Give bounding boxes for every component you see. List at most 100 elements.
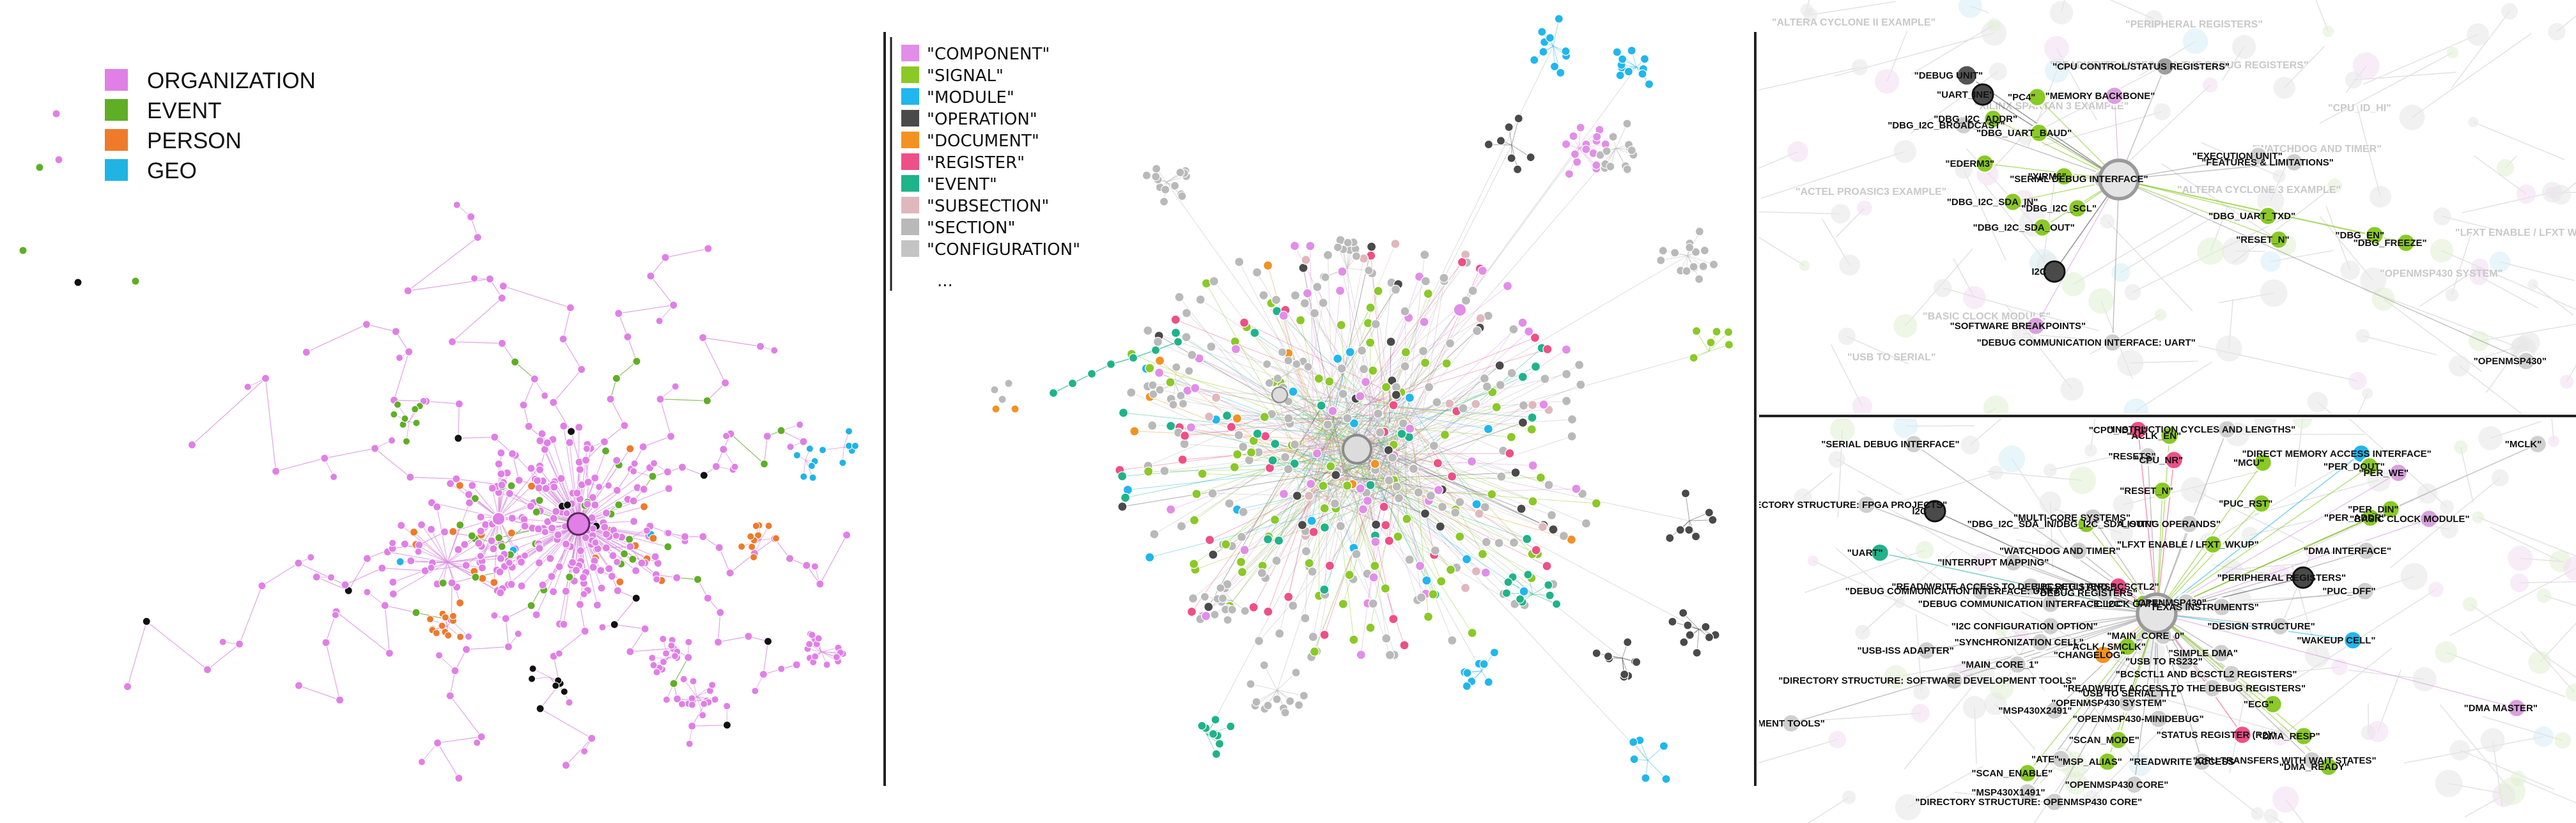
graph-node[interactable] [2192, 751, 2212, 772]
graph-node[interactable] [1284, 356, 1293, 365]
graph-node[interactable] [1200, 592, 1209, 602]
graph-node[interactable] [2506, 698, 2527, 718]
graph-node[interactable] [1564, 169, 1574, 179]
graph-node[interactable] [488, 484, 497, 493]
graph-node[interactable] [2021, 576, 2041, 597]
graph-node[interactable] [650, 459, 658, 468]
graph-node[interactable] [2203, 534, 2223, 555]
graph-node[interactable] [2026, 316, 2046, 336]
graph-node[interactable] [454, 399, 463, 408]
graph-node[interactable] [2043, 260, 2066, 283]
graph-node[interactable] [2212, 597, 2232, 617]
graph-node[interactable] [1280, 708, 1290, 718]
graph-node[interactable] [400, 539, 409, 548]
graph-node[interactable] [1439, 429, 1450, 440]
graph-node[interactable] [2040, 594, 2061, 614]
graph-node[interactable] [1004, 379, 1013, 388]
graph-node[interactable] [600, 437, 609, 446]
graph-node[interactable] [823, 661, 831, 669]
graph-node[interactable] [612, 456, 621, 465]
graph-node[interactable] [1569, 131, 1578, 141]
graph-node[interactable] [1179, 431, 1190, 441]
graph-node[interactable] [1370, 459, 1380, 469]
graph-node[interactable] [294, 558, 303, 567]
graph-node[interactable] [505, 489, 514, 498]
graph-node[interactable] [764, 522, 773, 530]
graph-node[interactable] [1362, 496, 1373, 506]
graph-node[interactable] [1971, 83, 1994, 106]
graph-node[interactable] [2054, 166, 2074, 187]
graph-node[interactable] [2343, 630, 2363, 650]
graph-node[interactable] [612, 532, 620, 540]
graph-node[interactable] [1273, 374, 1282, 383]
graph-node[interactable] [1581, 144, 1591, 154]
graph-node[interactable] [1416, 592, 1427, 603]
graph-node[interactable] [519, 401, 528, 410]
graph-node[interactable] [1627, 146, 1636, 155]
graph-node[interactable] [1455, 532, 1465, 542]
graph-node[interactable] [1271, 295, 1282, 305]
graph-node[interactable] [591, 473, 600, 482]
graph-node[interactable] [1551, 599, 1562, 609]
graph-node[interactable] [756, 342, 765, 351]
graph-node[interactable] [440, 527, 449, 537]
graph-node[interactable] [750, 553, 758, 561]
graph-node[interactable] [990, 385, 999, 394]
graph-node[interactable] [363, 588, 371, 596]
graph-node[interactable] [578, 573, 588, 582]
graph-node[interactable] [2202, 678, 2223, 698]
graph-node[interactable] [1365, 337, 1376, 348]
graph-node[interactable] [1120, 493, 1131, 503]
graph-node[interactable] [478, 574, 487, 583]
graph-node[interactable] [1151, 172, 1161, 181]
graph-node[interactable] [1592, 160, 1601, 170]
graph-node[interactable] [807, 462, 816, 470]
graph-node[interactable] [1175, 167, 1185, 177]
graph-node[interactable] [535, 496, 544, 505]
graph-node[interactable] [2152, 481, 2173, 501]
graph-node[interactable] [663, 467, 672, 477]
graph-node[interactable] [1420, 250, 1430, 260]
graph-node[interactable] [2040, 616, 2061, 636]
graph-node[interactable] [1517, 372, 1528, 382]
graph-node[interactable] [2293, 726, 2314, 746]
graph-node[interactable] [1661, 774, 1671, 784]
graph-node[interactable] [1420, 509, 1431, 519]
graph-node[interactable] [2355, 581, 2375, 601]
graph-node[interactable] [587, 734, 596, 743]
graph-node[interactable] [2292, 566, 2315, 589]
graph-node[interactable] [1197, 721, 1207, 731]
graph-node[interactable] [1447, 635, 1457, 645]
graph-node[interactable] [74, 278, 82, 287]
graph-node[interactable] [1191, 489, 1202, 499]
graph-node[interactable] [639, 442, 648, 451]
graph-node[interactable] [637, 558, 646, 567]
graph-node[interactable] [1507, 153, 1516, 163]
graph-node[interactable] [1397, 429, 1407, 439]
graph-node[interactable] [2284, 152, 2304, 173]
graph-node[interactable] [2108, 730, 2129, 750]
graph-node[interactable] [403, 286, 412, 295]
graph-node[interactable] [609, 551, 617, 560]
graph-node[interactable] [1390, 284, 1401, 295]
hub-node[interactable] [1342, 434, 1372, 465]
graph-node[interactable] [1314, 373, 1324, 384]
graph-node[interactable] [1288, 601, 1298, 611]
graph-node[interactable] [678, 700, 686, 709]
graph-node[interactable] [601, 543, 610, 552]
graph-node[interactable] [1232, 449, 1243, 459]
graph-node[interactable] [1548, 525, 1558, 535]
graph-node[interactable] [630, 459, 639, 468]
graph-node[interactable] [536, 436, 545, 445]
graph-node[interactable] [1299, 691, 1308, 700]
graph-node[interactable] [563, 509, 571, 518]
graph-node[interactable] [2527, 434, 2548, 454]
graph-node[interactable] [511, 357, 520, 367]
graph-node[interactable] [1289, 440, 1300, 450]
zoomed-graph-canvas[interactable]: "ALTERA CYCLONE II EXAMPLE""XILINX SPART… [1759, 0, 2576, 823]
graph-node[interactable] [494, 459, 503, 468]
graph-node[interactable] [777, 665, 786, 673]
graph-node[interactable] [721, 378, 730, 387]
graph-node[interactable] [2124, 774, 2145, 795]
graph-node[interactable] [584, 478, 593, 487]
